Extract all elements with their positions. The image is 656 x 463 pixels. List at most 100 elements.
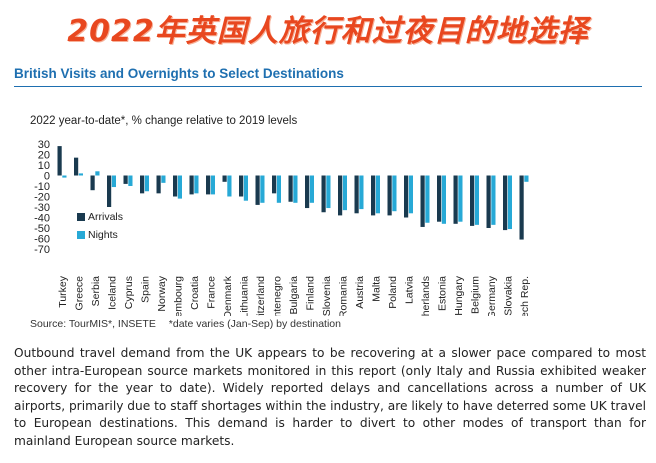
bar-arrivals (404, 175, 409, 218)
source-note: Source: TourMIS*, INSETE *date varies (J… (30, 318, 351, 330)
category-label: Netherlands (420, 276, 432, 316)
banner-title: 2022年英国人旅行和过夜目的地选择 (67, 14, 589, 49)
category-label: Germany (486, 275, 498, 316)
body-paragraph: Outbound travel demand from the UK appea… (14, 346, 646, 448)
bar-nights (95, 171, 100, 176)
category-label: Spain (140, 276, 152, 303)
bar-arrivals (437, 175, 442, 222)
category-label: Czech Rep. (519, 276, 531, 316)
category-label: Malta (371, 276, 383, 302)
bar-arrivals (107, 175, 112, 207)
bar-nights (342, 175, 347, 211)
bar-nights (194, 175, 199, 194)
bar-nights (507, 175, 512, 230)
y-tick-label: -70 (34, 244, 50, 256)
chart-subtitle: 2022 year-to-date*, % change relative to… (30, 115, 298, 127)
bar-arrivals (90, 175, 95, 191)
bar-nights (144, 175, 149, 192)
bar-nights (276, 175, 281, 203)
bar-arrivals (519, 175, 524, 240)
y-tick-label: 10 (38, 160, 50, 172)
category-label: Slovakia (503, 276, 515, 316)
y-tick-label: -10 (34, 181, 50, 193)
chart-title: British Visits and Overnights to Select … (14, 66, 344, 81)
bar-arrivals (173, 175, 178, 197)
banner: 2022年英国人旅行和过夜目的地选择 (0, 0, 656, 56)
bar-arrivals (156, 175, 161, 194)
bar-nights (326, 175, 331, 209)
bar-nights (425, 175, 430, 223)
category-label: Lithuania (239, 276, 251, 316)
bars (57, 146, 529, 240)
bar-arrivals (255, 175, 260, 205)
category-label: France (206, 276, 218, 309)
bar-arrivals (387, 175, 392, 216)
bar-nights (441, 175, 446, 224)
category-label: Bulgaria (288, 276, 300, 315)
bar-arrivals (354, 175, 359, 214)
bar-arrivals (288, 175, 293, 202)
y-tick-label: 20 (38, 150, 50, 162)
bar-nights (78, 173, 83, 176)
category-label: Switzerland (255, 276, 267, 316)
category-label: Croatia (189, 276, 201, 310)
bar-arrivals (57, 146, 62, 176)
category-label: Norway (156, 275, 168, 311)
bar-nights (227, 175, 232, 197)
category-label: Cyprus (123, 276, 135, 309)
category-label: Finland (305, 276, 317, 311)
y-tick-label: 0 (44, 171, 50, 183)
bar-nights (309, 175, 314, 203)
bar-nights (474, 175, 479, 225)
legend-swatch (77, 213, 85, 221)
category-label: Greece (74, 276, 86, 311)
chart-header: British Visits and Overnights to Select … (14, 64, 642, 87)
bar-nights (128, 175, 133, 186)
bar-arrivals (338, 175, 343, 216)
y-tick-label: 30 (38, 139, 50, 151)
category-labels: Turkey Greece Serbia Iceland Cyprus Spain Norw… (57, 275, 531, 316)
bar-arrivals (189, 175, 194, 195)
bar-nights (161, 175, 166, 183)
bar-nights (293, 175, 298, 203)
y-tick-label: -30 (34, 202, 50, 214)
bar-nights (392, 175, 397, 212)
bar-nights (524, 175, 529, 182)
bar-arrivals (371, 175, 376, 216)
source-text: Source: TourMIS*, INSETE (30, 318, 156, 330)
bar-nights (111, 175, 116, 188)
y-tick-label: -60 (34, 234, 50, 246)
bar-arrivals (272, 175, 277, 194)
category-label: Belgium (470, 276, 482, 314)
legend-swatch (77, 231, 85, 239)
category-label: Denmark (222, 275, 234, 316)
bar-nights (177, 175, 182, 199)
bar-arrivals (206, 175, 211, 195)
bar-nights (359, 175, 364, 210)
category-label: Serbia (90, 276, 102, 307)
bar-arrivals (305, 175, 310, 209)
category-label: Montenegro (272, 276, 284, 316)
bar-arrivals (74, 157, 79, 176)
category-label: Turkey (57, 275, 69, 307)
category-label: Hungary (453, 275, 465, 315)
bar-nights (375, 175, 380, 214)
bar-nights (491, 175, 496, 225)
y-tick-label: -40 (34, 213, 50, 225)
bar-nights (458, 175, 463, 222)
bar-nights (408, 175, 413, 214)
category-label: Austria (354, 276, 366, 309)
bar-arrivals (123, 175, 128, 184)
bar-nights (62, 175, 67, 178)
bar-arrivals (503, 175, 508, 231)
category-label: Latvia (404, 276, 416, 304)
bar-nights (260, 175, 265, 203)
bar-arrivals (453, 175, 458, 224)
footnote-text: *date varies (Jan-Sep) by destination (168, 318, 341, 330)
y-tick-label: -50 (34, 223, 50, 235)
bar-nights (243, 175, 248, 201)
category-label: Romania (338, 276, 350, 316)
bar-arrivals (239, 175, 244, 197)
